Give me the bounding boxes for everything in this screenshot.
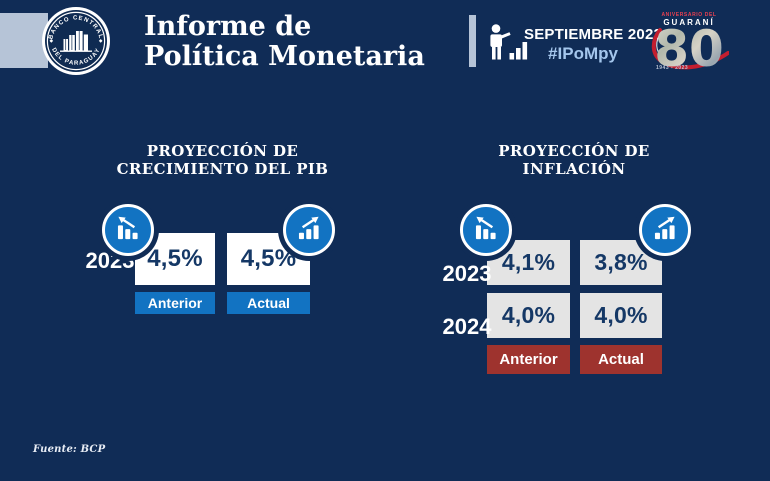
source-note: Fuente: BCP: [33, 444, 106, 455]
inflation-2023-anterior-value: 4,1%: [501, 249, 556, 275]
pib-anterior-value-box: 4,5%: [135, 233, 215, 285]
anniversary-ribbon-icon: [651, 28, 729, 70]
guarani-80-logo: ANIVERSARIO DEL GUARANÍ 80 1943 - 2023: [649, 8, 729, 76]
inflation-2023-actual-value: 3,8%: [594, 249, 648, 275]
inflation-title-line2: INFLACIÓN: [522, 159, 626, 178]
anniversary-number: 80: [649, 24, 729, 74]
pib-title-line2: CRECIMIENTO DEL PIB: [116, 159, 329, 178]
inflation-2024-anterior-box: 4,0%: [487, 293, 570, 338]
anniversary-years: 1943 - 2023: [656, 65, 689, 71]
report-title-line1: Informe de: [144, 11, 312, 42]
inflation-anterior-label: Anterior: [487, 345, 570, 374]
inflation-section-title: PROYECCIÓN DE INFLACIÓN: [420, 142, 728, 178]
edition-month: SEPTIEMBRE 2023: [524, 26, 663, 43]
pib-anterior-chip: [102, 204, 154, 256]
bars-arrow-left-icon: [475, 216, 496, 240]
bcp-seal-icon: BANCO CENTRAL DEL PARAGUAY: [45, 10, 107, 72]
pib-actual-value: 4,5%: [240, 245, 297, 272]
pib-actual-label: Actual: [227, 292, 310, 314]
edition-block: SEPTIEMBRE 2023 #IPoMpy: [524, 26, 663, 64]
pib-anterior-value: 4,5%: [147, 245, 203, 272]
anniversary-label-top: ANIVERSARIO DEL: [661, 12, 717, 18]
pib-actual-chip: [283, 204, 335, 256]
pib-anterior-label: Anterior: [135, 292, 215, 314]
inflation-2024-anterior-value: 4,0%: [501, 302, 556, 328]
pib-section-title: PROYECCIÓN DE CRECIMIENTO DEL PIB: [70, 142, 375, 178]
inflation-anterior-chip: [460, 204, 512, 256]
edition-hashtag: #IPoMpy: [548, 44, 618, 63]
bars-arrow-right-icon: [298, 216, 319, 240]
anniversary-label-name: GUARANÍ: [663, 18, 715, 27]
presenter-icon: [485, 23, 531, 65]
header-divider: [469, 15, 476, 67]
inflation-2024-actual-value: 4,0%: [594, 302, 648, 328]
inflation-actual-label: Actual: [580, 345, 662, 374]
inflation-year-2024: 2024: [442, 314, 492, 339]
report-title-line2: Política Monetaria: [144, 41, 425, 72]
bars-arrow-left-icon: [117, 216, 138, 240]
inflation-2024-actual-box: 4,0%: [580, 293, 662, 338]
header-accent-bar: [0, 13, 48, 68]
inflation-actual-chip: [639, 204, 691, 256]
bars-arrow-right-icon: [654, 216, 675, 240]
report-title: Informe de Política Monetaria: [144, 12, 425, 72]
inflation-title-line1: PROYECCIÓN DE: [498, 142, 650, 160]
pib-title-line1: PROYECCIÓN DE: [146, 142, 299, 160]
inflation-year-2023: 2023: [442, 261, 492, 286]
